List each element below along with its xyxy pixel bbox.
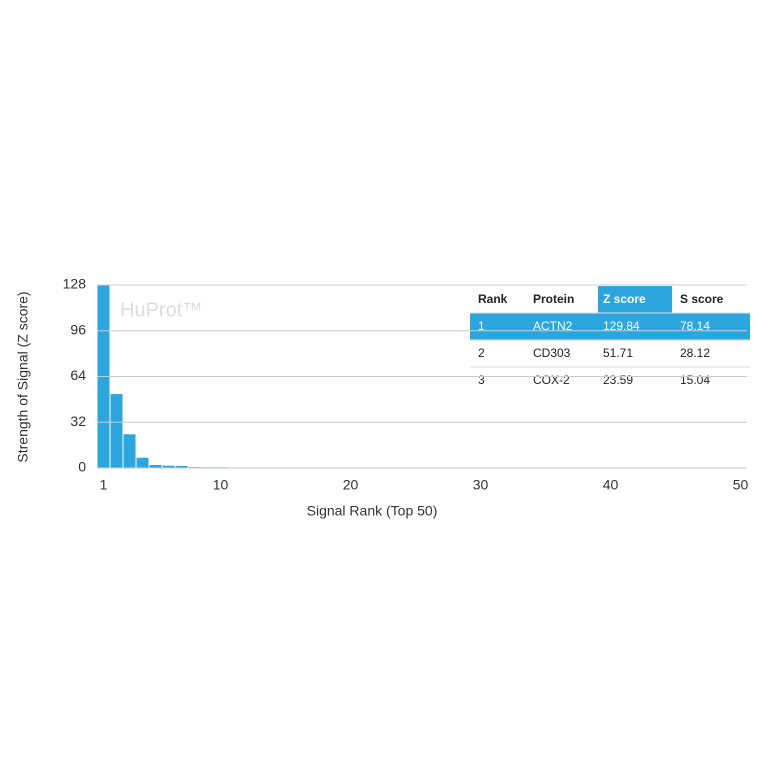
table-cell: CD303 <box>533 346 571 360</box>
table: Rank Protein Z score S score 1 ACTN2 129.84 78.… <box>470 285 750 395</box>
table-cell: 2 <box>478 346 485 360</box>
y-tick-label: 64 <box>70 367 86 383</box>
column-header: Protein <box>533 292 574 306</box>
table-cell: 15.04 <box>680 373 710 387</box>
table-cell: 51.71 <box>603 346 633 360</box>
x-tick-label: 20 <box>343 477 359 493</box>
column-header: S score <box>680 292 724 306</box>
bar <box>110 394 123 468</box>
x-tick-label: 1 <box>100 477 108 493</box>
y-axis-label: Strength of Signal (Z score) <box>15 291 31 462</box>
bar <box>149 464 162 468</box>
table-cell: 3 <box>478 373 485 387</box>
y-tick-label: 128 <box>63 276 87 292</box>
y-tick-label: 0 <box>78 459 86 475</box>
row-highlight <box>470 313 750 340</box>
x-tick-label: 40 <box>603 477 619 493</box>
y-tick-label: 32 <box>70 413 86 429</box>
table-cell: 28.12 <box>680 346 710 360</box>
column-header: Rank <box>478 292 508 306</box>
header-highlight <box>598 286 672 313</box>
column-header: Z score <box>603 292 646 306</box>
y-tick-label: 96 <box>70 321 86 337</box>
bar <box>136 457 149 468</box>
table-cell: 129.84 <box>603 319 640 333</box>
bar <box>97 285 110 468</box>
x-tick-label: 30 <box>473 477 489 493</box>
bar <box>162 465 175 468</box>
table-cell: 78.14 <box>680 319 710 333</box>
table-cell: 23.59 <box>603 373 633 387</box>
bar <box>123 434 136 468</box>
bar <box>175 465 188 468</box>
x-tick-label: 10 <box>213 477 229 493</box>
x-tick-label: 50 <box>733 477 749 493</box>
watermark: HuProt™ <box>120 299 202 321</box>
table-cell: ACTN2 <box>533 319 573 333</box>
table-cell: 1 <box>478 319 485 333</box>
table-cell: COX-2 <box>533 373 570 387</box>
x-axis-label: Signal Rank (Top 50) <box>307 503 438 519</box>
